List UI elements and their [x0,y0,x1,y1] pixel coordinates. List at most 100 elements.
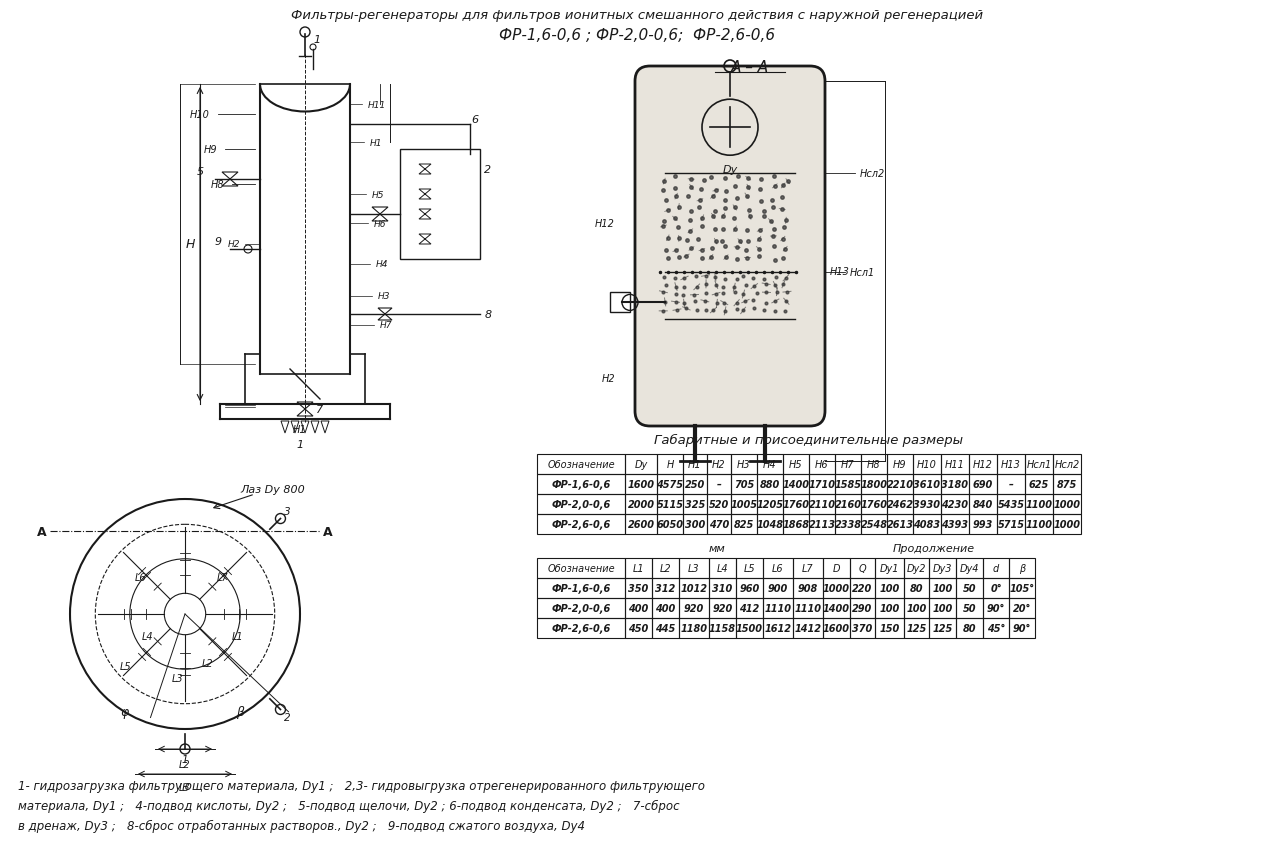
Text: 5: 5 [196,167,204,177]
Bar [707,474,731,495]
Text: 825: 825 [734,519,754,530]
Bar [731,474,757,495]
Text: 125: 125 [933,624,953,633]
Text: Обозначение: Обозначение [548,563,615,573]
Text: 520: 520 [708,499,729,509]
Bar [1054,514,1082,534]
Text: 400: 400 [655,603,675,613]
Text: ФР-1,6-0,6: ФР-1,6-0,6 [552,583,610,594]
Text: 875: 875 [1057,479,1077,490]
Text: 350: 350 [628,583,648,594]
Bar [970,455,998,474]
Bar [1026,495,1054,514]
Text: L2: L2 [660,563,671,573]
Bar [875,598,905,618]
Text: H13: H13 [1001,460,1020,469]
Text: Dy4: Dy4 [959,563,980,573]
Bar [998,514,1026,534]
Bar [538,618,626,638]
Bar [679,598,710,618]
Bar [710,598,736,618]
Text: 1: 1 [313,35,321,45]
Bar [1054,474,1082,495]
Text: 310: 310 [712,583,733,594]
Text: 840: 840 [973,499,994,509]
Text: 1100: 1100 [1026,519,1052,530]
Bar [731,495,757,514]
Text: Dy: Dy [634,460,647,469]
Text: Dy: Dy [722,165,738,175]
Text: H12: H12 [595,218,615,229]
Text: L7: L7 [217,572,228,582]
Text: A: A [324,525,333,538]
Text: 625: 625 [1029,479,1049,490]
Text: 370: 370 [852,624,873,633]
Text: 1400: 1400 [782,479,809,490]
Text: 1012: 1012 [680,583,707,594]
Bar [861,455,887,474]
Text: 3610: 3610 [913,479,940,490]
Bar [626,559,652,578]
Text: Dy2: Dy2 [907,563,926,573]
Bar [970,514,998,534]
Text: 1205: 1205 [757,499,784,509]
Bar [679,618,710,638]
Bar [679,578,710,598]
Text: 125: 125 [906,624,926,633]
Bar [887,514,913,534]
Text: 2113: 2113 [809,519,836,530]
Bar [736,559,763,578]
Text: H10: H10 [917,460,936,469]
Text: H9: H9 [204,145,217,154]
Text: d: d [992,563,999,573]
Text: L5: L5 [744,563,755,573]
Text: 220: 220 [852,583,873,594]
Text: β: β [236,705,245,718]
Text: 2000: 2000 [628,499,655,509]
Text: 2210: 2210 [887,479,913,490]
Bar [683,474,707,495]
Text: 4393: 4393 [941,519,968,530]
Bar [784,474,809,495]
Text: 80: 80 [910,583,924,594]
Text: 5715: 5715 [998,519,1024,530]
Text: 445: 445 [655,624,675,633]
Text: 412: 412 [739,603,759,613]
Bar [731,514,757,534]
Text: 2338: 2338 [834,519,861,530]
Text: 920: 920 [712,603,733,613]
Bar [784,455,809,474]
Bar [757,474,784,495]
Text: H13: H13 [829,267,850,276]
Text: материала, Dy1 ;   4-подвод кислоты, Dy2 ;   5-подвод щелочи, Dy2 ; 6-подвод кон: материала, Dy1 ; 4-подвод кислоты, Dy2 ;… [18,799,679,812]
Text: H5: H5 [372,190,385,200]
Text: 1600: 1600 [823,624,850,633]
Bar [823,559,850,578]
Bar [538,559,626,578]
Bar [707,495,731,514]
Text: 325: 325 [685,499,705,509]
Bar [823,618,850,638]
Text: 4083: 4083 [913,519,940,530]
Text: 1158: 1158 [710,624,736,633]
Text: 1760: 1760 [860,499,888,509]
Bar [861,474,887,495]
Bar [998,495,1026,514]
Bar [929,618,956,638]
Bar [850,598,875,618]
Bar [834,474,861,495]
Text: 5435: 5435 [998,499,1024,509]
Bar [913,495,941,514]
Bar [913,455,941,474]
Text: 2613: 2613 [887,519,913,530]
Bar [400,150,480,259]
Text: 100: 100 [933,583,953,594]
Text: H3: H3 [378,292,391,301]
Text: H6: H6 [375,219,386,229]
Bar [998,455,1026,474]
Text: 3180: 3180 [941,479,968,490]
Bar [707,455,731,474]
Bar [941,474,970,495]
Text: 920: 920 [684,603,705,613]
Bar [652,618,679,638]
